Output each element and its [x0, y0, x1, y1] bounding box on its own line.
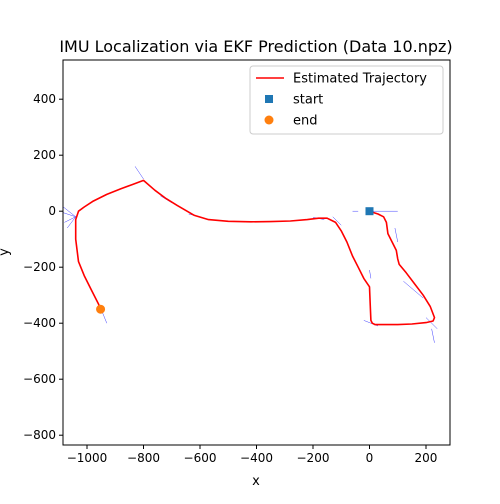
heading-line	[63, 206, 76, 217]
heading-line	[67, 216, 76, 229]
heading-line	[63, 212, 76, 218]
x-axis-label: x	[252, 474, 260, 489]
y-tick-label: 0	[48, 204, 56, 218]
legend-circle-swatch	[264, 115, 274, 125]
heading-line	[394, 227, 398, 243]
legend-label: Estimated Trajectory	[293, 72, 427, 87]
x-tick-label: −1000	[67, 451, 108, 465]
y-tick-label: −400	[23, 316, 56, 330]
heading-line	[134, 166, 144, 180]
heading-line	[332, 216, 342, 226]
heading-line	[403, 281, 424, 299]
x-tick-label: −600	[184, 451, 217, 465]
y-tick-label: −800	[23, 428, 56, 442]
y-tick-label: −600	[23, 372, 56, 386]
heading-line	[431, 328, 435, 343]
x-tick-label: −400	[240, 451, 273, 465]
heading-line	[369, 269, 372, 279]
x-tick-label: 0	[366, 451, 374, 465]
x-tick-label: −800	[127, 451, 160, 465]
y-tick-label: 400	[33, 92, 56, 106]
x-tick-label: −200	[297, 451, 330, 465]
y-tick-label: 200	[33, 148, 56, 162]
plot-area	[63, 166, 438, 343]
start-marker	[365, 207, 374, 216]
legend-square-swatch	[265, 95, 273, 103]
legend-label: end	[293, 114, 318, 129]
end-marker	[96, 304, 106, 314]
heading-line	[64, 216, 76, 223]
y-axis-label: y	[0, 248, 12, 256]
x-tick-label: 200	[415, 451, 438, 465]
legend: Estimated Trajectory start end	[249, 65, 444, 135]
legend-label: start	[293, 93, 323, 108]
axes: −1000 −800 −600 −400 −200 0 200 400 200 0 −200 −400…	[23, 59, 451, 465]
y-tick-label: −200	[23, 260, 56, 274]
chart-title: IMU Localization via EKF Prediction (Dat…	[59, 37, 452, 56]
heading-line	[425, 317, 438, 329]
trajectory-line	[74, 179, 436, 326]
legend-box	[249, 65, 444, 135]
